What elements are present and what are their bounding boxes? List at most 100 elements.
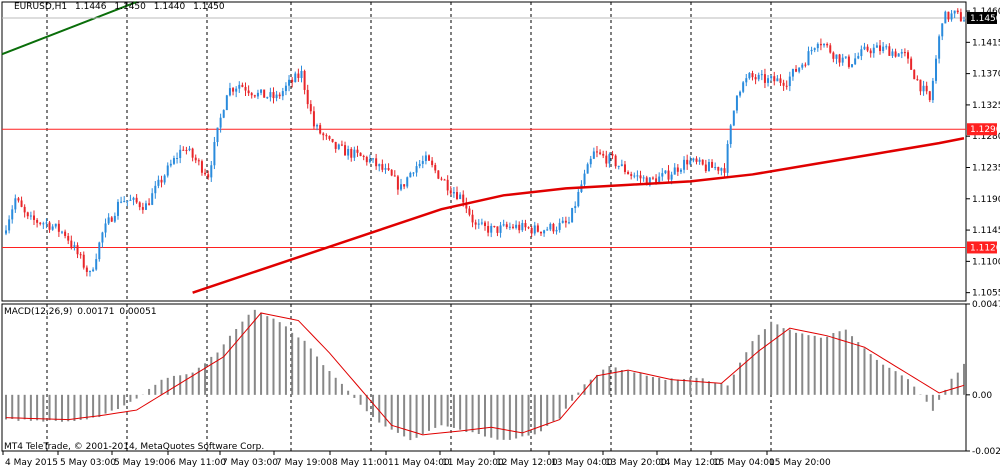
candle-body bbox=[95, 259, 98, 270]
candle-body bbox=[387, 168, 390, 170]
candle-body bbox=[770, 76, 773, 79]
candle-body bbox=[595, 151, 598, 153]
candle-body bbox=[872, 47, 875, 54]
candle-body bbox=[449, 190, 452, 194]
candle-body bbox=[194, 157, 197, 161]
candle-body bbox=[244, 86, 247, 91]
candle-body bbox=[707, 161, 710, 172]
candle-body bbox=[362, 155, 365, 157]
candle-body bbox=[844, 56, 847, 58]
candle-body bbox=[278, 94, 281, 97]
candle-body bbox=[104, 223, 107, 233]
candle-body bbox=[350, 148, 353, 158]
candle-body bbox=[418, 163, 421, 167]
candle-body bbox=[655, 178, 658, 184]
candle-body bbox=[589, 158, 592, 165]
candle-body bbox=[577, 191, 580, 207]
candle-body bbox=[490, 225, 493, 233]
candle-body bbox=[567, 222, 570, 224]
candle-body bbox=[26, 212, 29, 217]
candle-body bbox=[558, 222, 561, 230]
candle-body bbox=[511, 226, 514, 228]
candle-body bbox=[922, 85, 925, 92]
candle-body bbox=[204, 172, 207, 175]
candle-body bbox=[614, 155, 617, 167]
x-tick-label: 5 May 03:00 bbox=[60, 458, 116, 468]
candle-body bbox=[857, 56, 860, 59]
candle-body bbox=[782, 82, 785, 86]
candle-body bbox=[714, 167, 717, 169]
candle-body bbox=[670, 174, 673, 180]
candle-body bbox=[356, 149, 359, 153]
candle-body bbox=[931, 80, 934, 101]
x-tick-label: 7 May 03:00 bbox=[222, 458, 278, 468]
candle-body bbox=[126, 200, 129, 202]
candle-body bbox=[368, 159, 371, 163]
candle-body bbox=[32, 215, 35, 220]
candle-body bbox=[123, 201, 126, 203]
candle-body bbox=[148, 203, 151, 205]
candle-body bbox=[328, 136, 331, 139]
candle-body bbox=[574, 206, 577, 209]
candle-body bbox=[166, 165, 169, 176]
candle-body bbox=[508, 226, 511, 228]
candle-body bbox=[838, 54, 841, 63]
candle-body bbox=[269, 92, 272, 98]
candle-body bbox=[92, 269, 95, 272]
candle-body bbox=[869, 50, 872, 54]
candle-body bbox=[683, 159, 686, 170]
candle-body bbox=[661, 173, 664, 177]
x-tick-label: 5 May 19:00 bbox=[114, 458, 170, 468]
candle-body bbox=[284, 85, 287, 92]
candle-body bbox=[116, 201, 119, 216]
macd-panel-frame bbox=[1, 303, 967, 452]
candle-body bbox=[515, 224, 518, 228]
y-tick-label: 1.1280 bbox=[972, 132, 1000, 142]
candle-body bbox=[101, 232, 104, 243]
candle-body bbox=[225, 95, 228, 111]
macd-signal-line bbox=[5, 312, 965, 436]
candle-body bbox=[60, 231, 63, 233]
candle-body bbox=[207, 174, 210, 178]
candle-body bbox=[487, 225, 490, 233]
candle-body bbox=[947, 11, 950, 20]
candle-body bbox=[306, 89, 309, 105]
candle-body bbox=[200, 161, 203, 173]
candle-body bbox=[20, 200, 23, 207]
candle-body bbox=[493, 225, 496, 227]
candle-body bbox=[197, 160, 200, 162]
candle-body bbox=[496, 226, 499, 233]
candle-body bbox=[45, 222, 48, 224]
candle-body bbox=[157, 179, 160, 186]
candle-body bbox=[692, 158, 695, 161]
candle-body bbox=[648, 177, 651, 186]
candle-body bbox=[437, 170, 440, 179]
candle-body bbox=[767, 78, 770, 83]
candle-body bbox=[169, 163, 172, 166]
candle-body bbox=[322, 133, 325, 136]
macd-name: MACD(12,26,9) bbox=[4, 307, 73, 317]
low-value: 1.1440 bbox=[153, 2, 186, 12]
candle-body bbox=[916, 79, 919, 81]
candle-body bbox=[85, 267, 88, 272]
candle-body bbox=[773, 76, 776, 82]
x-tick-label: 6 May 11:00 bbox=[170, 458, 226, 468]
hline-label-bg bbox=[967, 123, 997, 136]
candle-body bbox=[154, 185, 157, 194]
candle-body bbox=[592, 151, 595, 159]
candle-body bbox=[524, 223, 527, 228]
candle-body bbox=[160, 179, 163, 183]
candle-body bbox=[835, 54, 838, 59]
candle-body bbox=[238, 84, 241, 89]
candle-body bbox=[897, 53, 900, 57]
candle-body bbox=[359, 152, 362, 156]
candle-body bbox=[907, 52, 910, 59]
candle-body bbox=[253, 95, 256, 97]
candle-body bbox=[561, 220, 564, 223]
candle-body bbox=[393, 175, 396, 177]
candle-body bbox=[113, 215, 116, 222]
candle-body bbox=[440, 178, 443, 180]
candle-body bbox=[826, 43, 829, 46]
candle-body bbox=[107, 217, 110, 224]
